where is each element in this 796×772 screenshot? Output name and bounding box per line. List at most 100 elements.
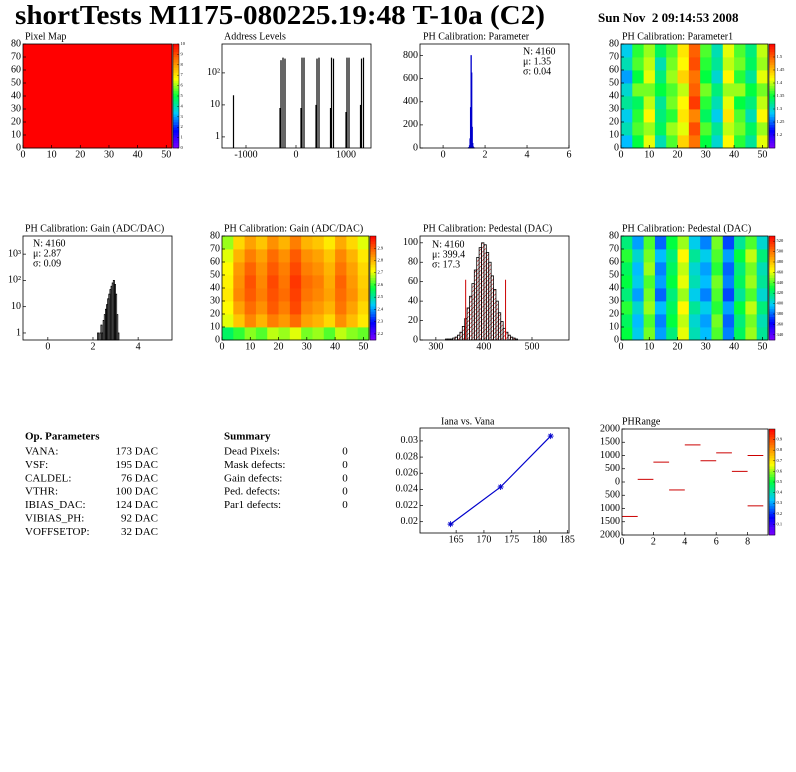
heat-cell xyxy=(688,83,701,97)
heat-cell xyxy=(711,327,724,341)
heat-cell xyxy=(654,236,667,250)
heat-cell xyxy=(677,135,690,149)
op-parameters-title: Op. Parameters xyxy=(25,431,100,443)
heat-cell xyxy=(621,57,633,71)
x-tick-label: 180 xyxy=(532,534,547,545)
heat-cell xyxy=(643,57,656,71)
color-scale-step xyxy=(769,132,775,136)
color-scale-step xyxy=(173,124,179,128)
heat-cell xyxy=(734,135,746,149)
heat-cell xyxy=(632,301,645,315)
z-tick-label: 400 xyxy=(777,301,785,306)
heat-cell xyxy=(756,96,769,110)
heat-cell xyxy=(722,122,735,136)
color-scale-step xyxy=(769,262,775,265)
color-scale-step xyxy=(769,75,775,79)
color-scale-step xyxy=(370,303,376,307)
heat-cell xyxy=(700,314,712,328)
panel-title: PH Calibration: Parameter xyxy=(423,31,530,42)
color-scale-step xyxy=(370,295,376,299)
heat-cell xyxy=(323,288,336,302)
y-tick-label: 60 xyxy=(11,64,21,75)
color-scale-step xyxy=(769,249,775,252)
heat-cell xyxy=(255,288,268,302)
color-scale-step xyxy=(769,46,775,50)
heat-cell xyxy=(289,327,302,341)
color-scale-step xyxy=(769,124,775,128)
heat-cell xyxy=(654,57,667,71)
heat-cell xyxy=(700,122,712,136)
heat-cell xyxy=(278,314,291,328)
heat-cell xyxy=(222,327,234,341)
heat-cell xyxy=(700,262,712,276)
x-tick-label: 30 xyxy=(701,149,711,160)
y-tick-label: 30 xyxy=(609,103,619,114)
heat-cell xyxy=(346,288,359,302)
y-tick-label: 40 xyxy=(210,282,220,293)
heat-cell xyxy=(222,262,234,276)
heat-cell xyxy=(677,57,690,71)
heat-cell xyxy=(621,275,633,289)
heat-cell xyxy=(734,83,746,97)
heat-cell xyxy=(745,236,758,250)
heat-cell xyxy=(267,288,279,302)
heat-cell xyxy=(654,70,667,84)
heat-cell xyxy=(688,44,701,58)
x-tick-label: 20 xyxy=(75,149,85,160)
heat-cell xyxy=(643,275,656,289)
color-scale-step xyxy=(173,67,179,71)
z-tick-label: 1 xyxy=(181,135,183,140)
color-scale-step xyxy=(370,337,376,341)
heat-cell xyxy=(255,262,268,276)
y-tick-label: 80 xyxy=(609,230,619,241)
color-scale-step xyxy=(769,327,775,330)
color-scale-step xyxy=(769,505,775,509)
color-scale-step xyxy=(769,145,775,149)
page-title: shortTests M1175-080225.19:48 T-10a (C2) xyxy=(15,0,545,30)
heat-cell xyxy=(346,249,359,263)
heat-cell xyxy=(756,83,769,97)
color-scale-step xyxy=(370,241,376,245)
color-scale-step xyxy=(769,264,775,268)
summary-value: 0 xyxy=(342,459,348,471)
heat-cell xyxy=(666,135,678,149)
y-tick-label: 60 xyxy=(210,256,220,267)
heat-cell xyxy=(745,44,758,58)
x-tick-label: 6 xyxy=(567,149,572,160)
y-tick-label: 2000 xyxy=(600,529,620,540)
color-scale-step xyxy=(370,277,376,281)
summary-label: Ped. defects: xyxy=(224,486,280,498)
color-scale-step xyxy=(769,521,775,525)
heat-cell xyxy=(734,249,746,263)
heat-cell xyxy=(756,57,769,71)
heat-cell xyxy=(734,314,746,328)
heat-cell xyxy=(688,122,701,136)
color-scale-step xyxy=(769,458,775,462)
heat-cell xyxy=(335,301,347,315)
heat-cell xyxy=(688,135,701,149)
summary-label: Gain defects: xyxy=(224,472,282,484)
op-parameter-value: 76 DAC xyxy=(121,472,158,484)
heat-cell xyxy=(278,301,291,315)
color-scale-step xyxy=(769,251,775,255)
color-scale-step xyxy=(769,44,775,47)
color-scale-step xyxy=(769,444,775,448)
heat-cell xyxy=(301,301,313,315)
color-scale-step xyxy=(370,285,376,289)
heat-cell xyxy=(621,327,633,341)
heat-cell xyxy=(632,96,645,110)
heat-cell xyxy=(643,70,656,84)
color-scale-step xyxy=(173,129,179,133)
summary-value: 0 xyxy=(342,472,348,484)
color-scale-step xyxy=(769,334,775,338)
heat-cell xyxy=(346,262,359,276)
color-scale-step xyxy=(769,511,775,515)
heat-cell xyxy=(233,262,246,276)
color-scale-step xyxy=(173,75,179,79)
data-point xyxy=(447,521,454,528)
y-tick-label: 0 xyxy=(413,142,418,153)
heat-cell xyxy=(734,122,746,136)
heat-cell xyxy=(734,96,746,110)
color-scale-step xyxy=(769,487,775,491)
heat-cell xyxy=(255,249,268,263)
